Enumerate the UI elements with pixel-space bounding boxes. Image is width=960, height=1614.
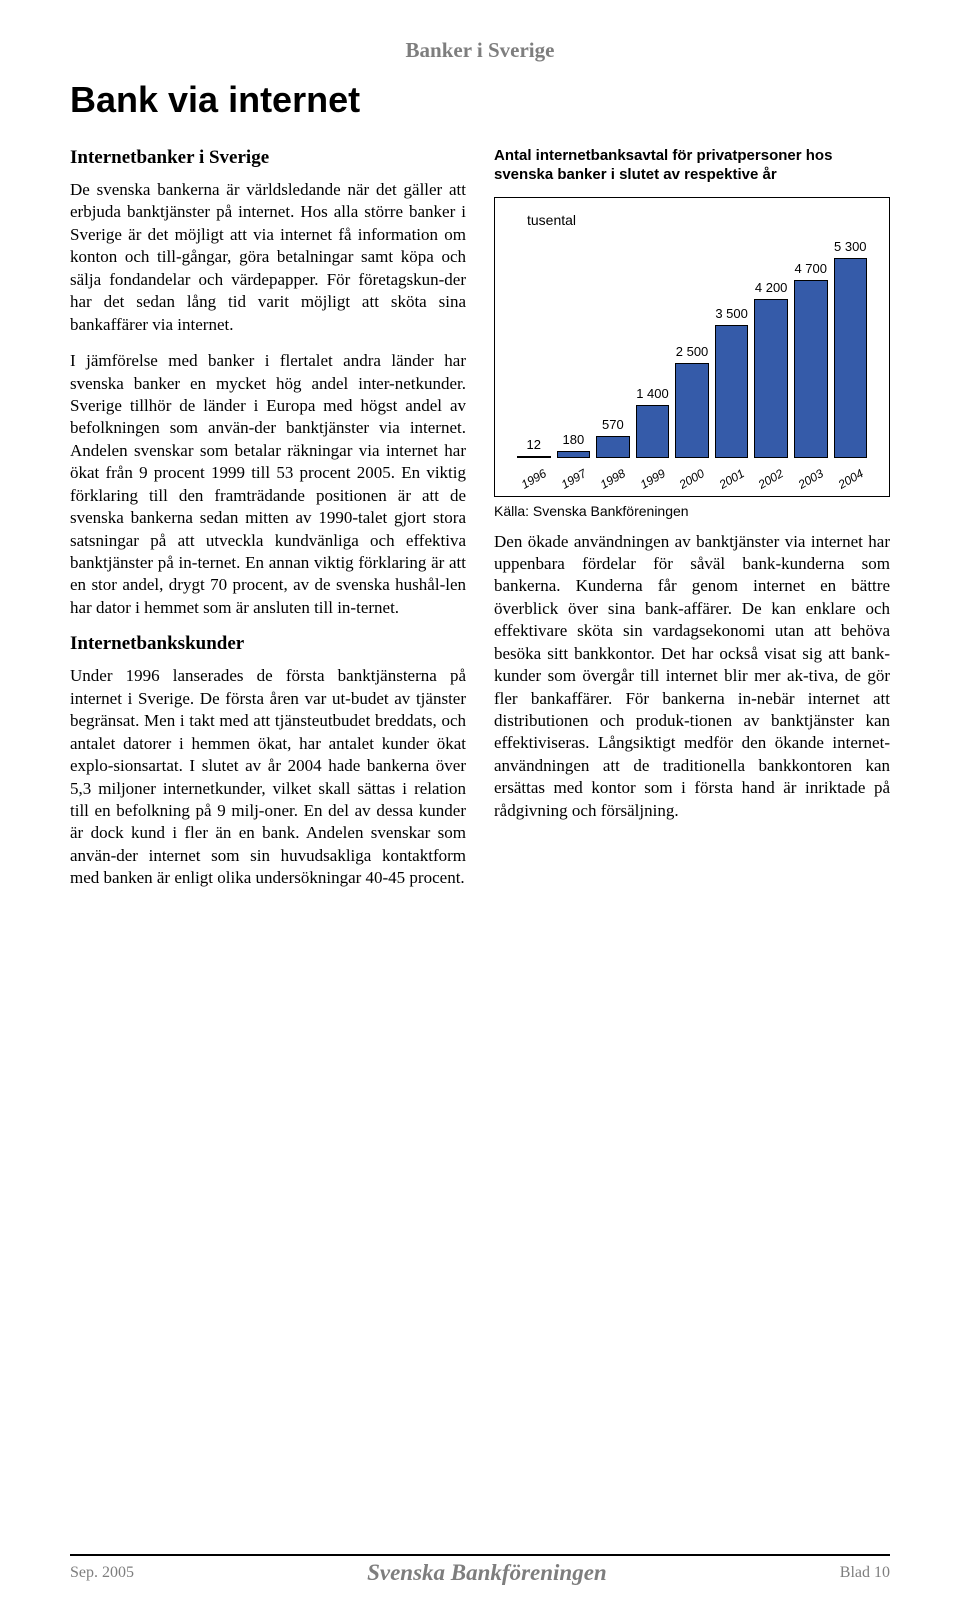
bar-wrapper: 180	[557, 432, 591, 458]
bar	[715, 325, 749, 457]
bar-value-label: 5 300	[834, 239, 867, 254]
bar-value-label: 1 400	[636, 386, 669, 401]
left-column: Internetbanker i Sverige De svenska bank…	[70, 147, 466, 904]
paragraph: I jämförelse med banker i flertalet andr…	[70, 350, 466, 619]
paragraph: De svenska bankerna är världsledande när…	[70, 179, 466, 336]
bar-wrapper: 3 500	[715, 306, 749, 457]
two-column-layout: Internetbanker i Sverige De svenska bank…	[70, 147, 890, 904]
bar-value-label: 4 200	[755, 280, 788, 295]
page-title: Bank via internet	[70, 79, 890, 121]
header-site-title: Banker i Sverige	[70, 38, 890, 63]
bar-wrapper: 4 200	[754, 280, 788, 457]
bar-category-label: 2000	[674, 464, 710, 493]
chart-bars: 12 180 570 1 400 2 500 3 500 4 200 4 700 5 300	[517, 238, 867, 458]
bar-value-label: 3 500	[715, 306, 748, 321]
right-column: Antal internetbanksavtal för privatperso…	[494, 147, 890, 904]
bar-value-label: 2 500	[676, 344, 709, 359]
chart-xaxis-labels: 199619971998199920002001200220032004	[517, 472, 867, 486]
bar-wrapper: 570	[596, 417, 630, 458]
bar-category-label: 1998	[595, 464, 631, 493]
bar-wrapper: 1 400	[636, 386, 670, 458]
paragraph: Under 1996 lanserades de första banktjän…	[70, 665, 466, 889]
bar-category-label: 1997	[555, 464, 591, 493]
bar-category-label: 1996	[516, 464, 552, 493]
bar-category-label: 2002	[753, 464, 789, 493]
bar	[834, 258, 868, 458]
bar	[754, 299, 788, 457]
bar	[675, 363, 709, 457]
chart-yaxis-label: tusental	[527, 212, 576, 228]
bar-value-label: 12	[527, 437, 541, 452]
section-heading-internetbankskunder: Internetbankskunder	[70, 633, 466, 655]
bar-category-label: 1999	[634, 464, 670, 493]
footer-date: Sep. 2005	[70, 1564, 134, 1582]
section-heading-internetbanker: Internetbanker i Sverige	[70, 147, 466, 169]
bar-wrapper: 2 500	[675, 344, 709, 457]
bar-value-label: 180	[562, 432, 584, 447]
bar-category-label: 2003	[793, 464, 829, 493]
bar-category-label: 2001	[714, 464, 750, 493]
bar-wrapper: 4 700	[794, 261, 828, 457]
footer-page-number: Blad 10	[840, 1564, 890, 1582]
bar-wrapper: 12	[517, 437, 551, 458]
bar	[636, 405, 670, 458]
bar-wrapper: 5 300	[834, 239, 868, 458]
bar	[794, 280, 828, 457]
paragraph: Den ökade användningen av banktjänster v…	[494, 531, 890, 823]
bar	[557, 451, 591, 458]
bar-value-label: 570	[602, 417, 624, 432]
page: Banker i Sverige Bank via internet Inter…	[0, 0, 960, 1614]
chart-title: Antal internetbanksavtal för privatperso…	[494, 147, 890, 185]
chart-source: Källa: Svenska Bankföreningen	[494, 503, 890, 519]
bar	[517, 456, 551, 458]
bar-value-label: 4 700	[794, 261, 827, 276]
page-footer: Sep. 2005 Svenska Bankföreningen Blad 10	[70, 1554, 890, 1586]
footer-org: Svenska Bankföreningen	[367, 1560, 607, 1586]
bar	[596, 436, 630, 458]
bar-chart: tusental 12 180 570 1 400 2 500 3 500 4 200 4 7…	[494, 197, 890, 497]
bar-category-label: 2004	[832, 464, 868, 493]
